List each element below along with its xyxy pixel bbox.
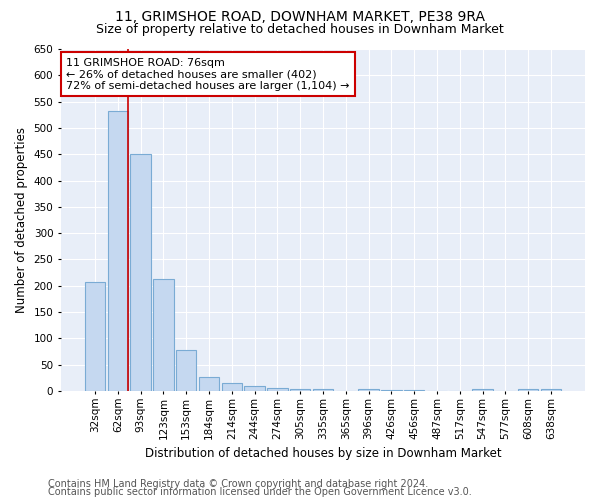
Bar — [541, 389, 561, 391]
Text: Contains public sector information licensed under the Open Government Licence v3: Contains public sector information licen… — [48, 487, 472, 497]
Text: 11 GRIMSHOE ROAD: 76sqm
← 26% of detached houses are smaller (402)
72% of semi-d: 11 GRIMSHOE ROAD: 76sqm ← 26% of detache… — [66, 58, 350, 90]
Text: Size of property relative to detached houses in Downham Market: Size of property relative to detached ho… — [96, 22, 504, 36]
Y-axis label: Number of detached properties: Number of detached properties — [15, 127, 28, 313]
Bar — [472, 389, 493, 391]
Bar — [313, 389, 333, 391]
Bar — [518, 389, 538, 391]
X-axis label: Distribution of detached houses by size in Downham Market: Distribution of detached houses by size … — [145, 447, 501, 460]
Bar — [199, 377, 219, 391]
Bar — [358, 389, 379, 391]
Bar — [290, 389, 310, 391]
Bar — [244, 386, 265, 391]
Text: 11, GRIMSHOE ROAD, DOWNHAM MARKET, PE38 9RA: 11, GRIMSHOE ROAD, DOWNHAM MARKET, PE38 … — [115, 10, 485, 24]
Bar — [176, 350, 196, 391]
Bar — [267, 388, 287, 391]
Bar — [130, 154, 151, 391]
Bar — [85, 282, 105, 391]
Bar — [107, 110, 128, 391]
Bar — [221, 382, 242, 391]
Bar — [153, 279, 173, 391]
Bar — [404, 390, 424, 391]
Text: Contains HM Land Registry data © Crown copyright and database right 2024.: Contains HM Land Registry data © Crown c… — [48, 479, 428, 489]
Bar — [381, 390, 401, 391]
